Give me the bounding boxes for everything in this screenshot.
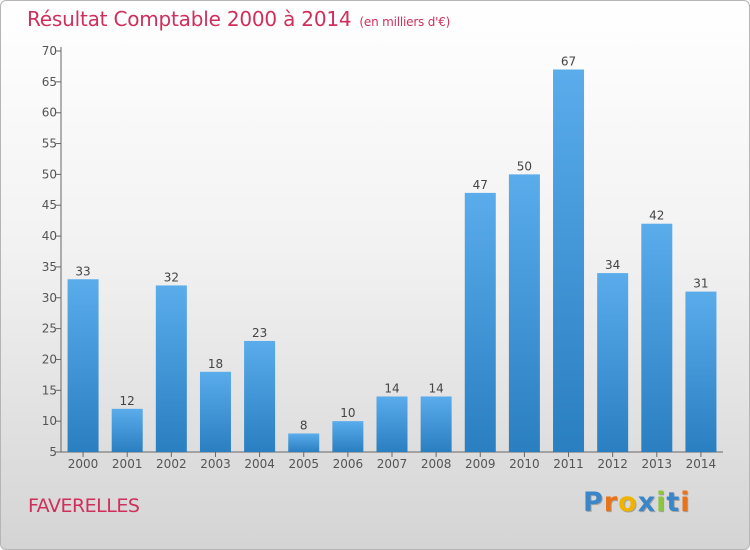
chart-title: Résultat Comptable 2000 à 2014 (en millie…: [27, 7, 450, 31]
x-tick-label: 2008: [421, 457, 452, 471]
x-tick-label: 2006: [333, 457, 364, 471]
y-tick-label: 5: [49, 445, 57, 459]
logo-letter: P: [583, 487, 604, 518]
y-axis: 5 10 15 20 25 30 35 40 45 50 55 60 65 70: [42, 44, 62, 459]
data-label-2006: 10: [340, 406, 355, 420]
logo-letter: x: [637, 487, 657, 518]
bar-2014[interactable]: [685, 291, 717, 452]
logo-letter: i: [680, 487, 691, 518]
y-tick-label: 40: [42, 229, 57, 243]
y-tick-label: 50: [42, 167, 57, 181]
bar-2006[interactable]: [332, 421, 364, 452]
data-label-2003: 18: [208, 357, 223, 371]
chart-title-text: Résultat Comptable 2000 à 2014: [27, 7, 352, 31]
bar-2012[interactable]: [597, 273, 629, 452]
data-label-2001: 12: [120, 394, 135, 408]
data-label-2011: 67: [561, 55, 576, 69]
logo-letter: t: [666, 487, 681, 518]
commune-name: FAVERELLES: [28, 495, 140, 517]
y-tick-label: 65: [42, 75, 57, 89]
y-tick-label: 30: [42, 291, 57, 305]
bar-2007[interactable]: [376, 396, 408, 452]
proxiti-logo[interactable]: Proxiti: [583, 487, 691, 518]
x-tick-label: 2000: [68, 457, 99, 471]
y-tick-label: 35: [42, 260, 57, 274]
data-label-2014: 31: [693, 277, 708, 291]
bar-2003[interactable]: [199, 371, 231, 452]
bar-2009[interactable]: [464, 192, 496, 452]
bar-2002[interactable]: [155, 285, 187, 452]
logo-letter: o: [618, 487, 638, 518]
data-label-2009: 47: [473, 178, 488, 192]
x-tick-label: 2010: [509, 457, 540, 471]
y-tick-label: 15: [42, 383, 57, 397]
data-label-2002: 32: [164, 270, 179, 284]
y-tick-label: 55: [42, 137, 57, 151]
data-label-2005: 8: [300, 418, 308, 432]
bars: [67, 69, 717, 452]
y-tick-label: 25: [42, 322, 57, 336]
bar-2008[interactable]: [420, 396, 452, 452]
x-tick-label: 2005: [288, 457, 319, 471]
data-label-2008: 14: [428, 381, 443, 395]
x-tick-label: 2011: [553, 457, 584, 471]
data-label-2000: 33: [75, 264, 90, 278]
bar-2011[interactable]: [553, 69, 585, 452]
x-tick-label: 2001: [112, 457, 143, 471]
bar-2013[interactable]: [641, 223, 673, 452]
x-tick-label: 2004: [244, 457, 275, 471]
data-label-2010: 50: [517, 159, 532, 173]
data-label-2004: 23: [252, 326, 267, 340]
bar-2004[interactable]: [244, 340, 276, 452]
data-label-2013: 42: [649, 209, 664, 223]
y-tick-label: 20: [42, 352, 57, 366]
chart-subtitle: (en milliers d'€): [359, 15, 451, 29]
bar-2010[interactable]: [508, 174, 540, 452]
data-label-2012: 34: [605, 258, 620, 272]
value-labels: 33 12 32 18 23 8 10 14 14 47 50 67 34 42 31: [75, 55, 708, 433]
x-tick-label: 2009: [465, 457, 496, 471]
x-tick-label: 2002: [156, 457, 187, 471]
y-tick-label: 10: [42, 414, 57, 428]
x-axis: 2000 2001 2002 2003 2004 2005 2006 2007 2008 2009…: [61, 451, 723, 471]
y-tick-label: 70: [42, 44, 57, 58]
y-tick-label: 45: [42, 198, 57, 212]
x-tick-label: 2012: [597, 457, 628, 471]
x-tick-label: 2007: [377, 457, 408, 471]
bar-2000[interactable]: [67, 279, 99, 452]
logo-letter: r: [603, 487, 619, 518]
data-label-2007: 14: [384, 381, 399, 395]
x-tick-label: 2013: [642, 457, 673, 471]
bar-2001[interactable]: [111, 408, 143, 452]
y-tick-label: 60: [42, 106, 57, 120]
bar-2005[interactable]: [288, 433, 320, 452]
logo-letter: i: [656, 487, 667, 518]
x-tick-label: 2003: [200, 457, 231, 471]
x-tick-label: 2014: [686, 457, 717, 471]
